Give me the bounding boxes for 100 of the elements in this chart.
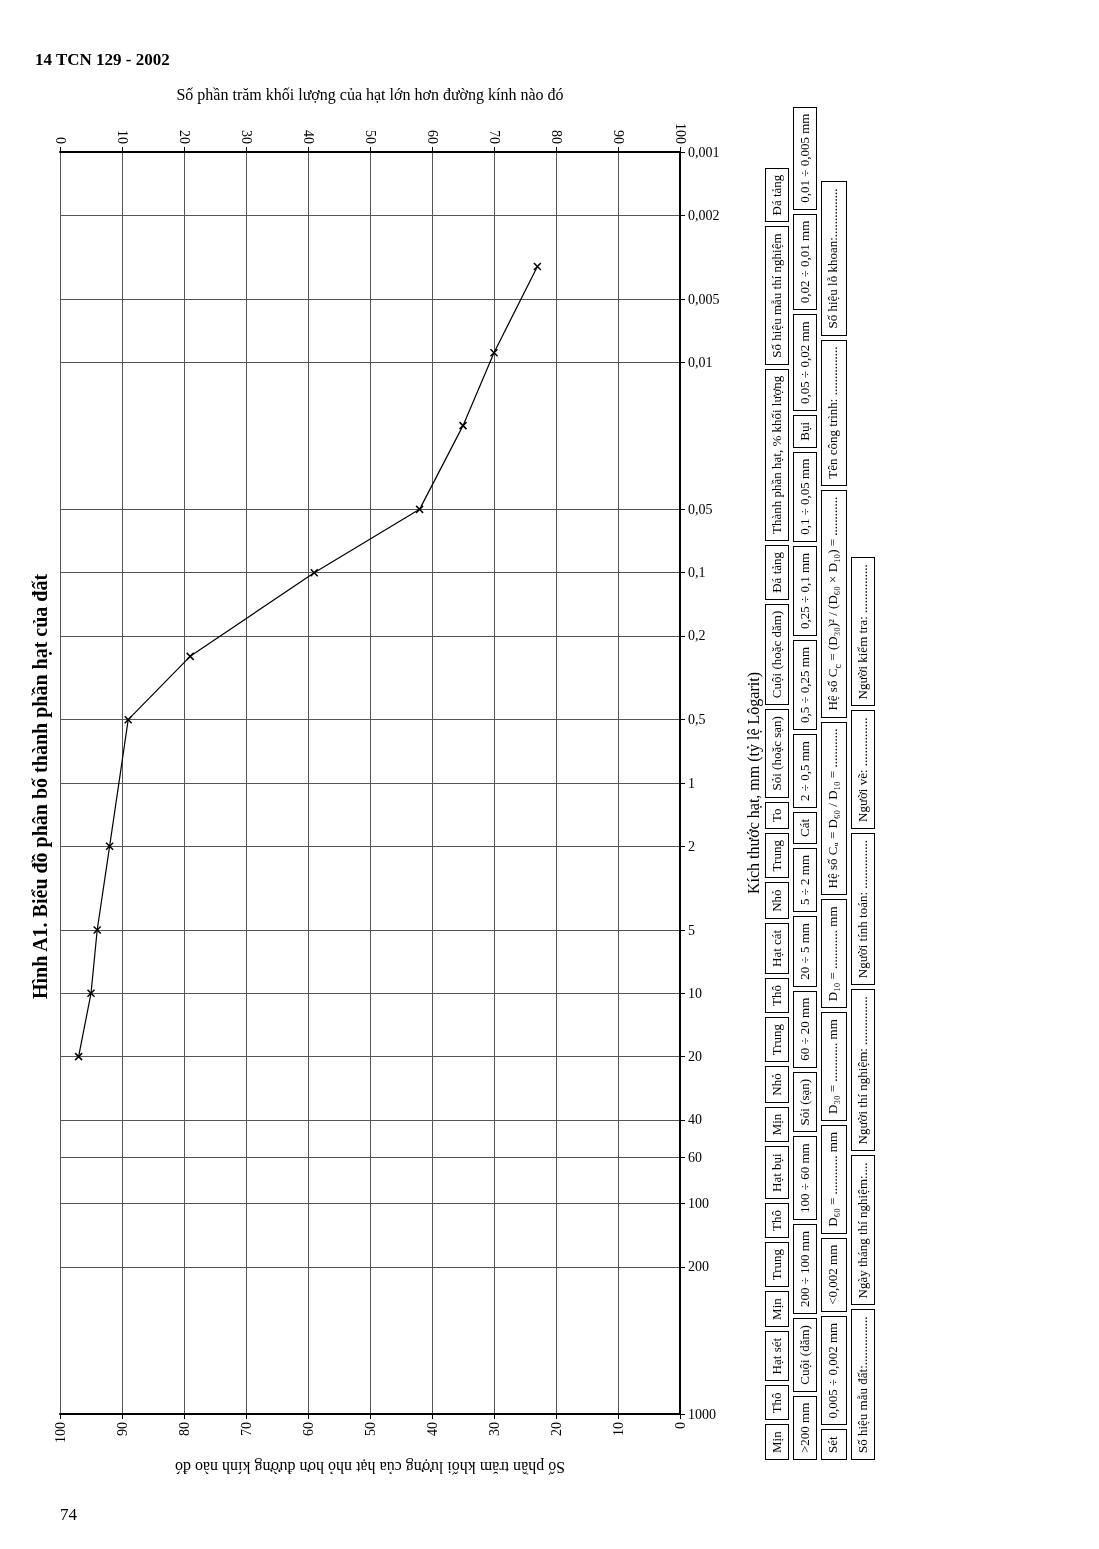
text: Số hiệu mẫu thí nghiệm: [765, 226, 789, 365]
point: [86, 989, 96, 998]
y-tick-label: 0,1: [688, 565, 706, 581]
text: Số hiệu lỗ khoan:...............: [821, 181, 847, 336]
text: Người kiểm tra: ...............: [850, 557, 875, 707]
x-tick-label: 50: [362, 1422, 378, 1436]
text: 14 TCN 129 - 2002: [35, 50, 170, 70]
text: 0,02 ÷ 0,01 mm: [793, 213, 817, 311]
text: <0,002 mm: [821, 1237, 847, 1312]
point: [533, 262, 542, 271]
x2-tick-label: 50: [362, 130, 378, 144]
y-tick-label: 0,05: [688, 501, 713, 517]
point: [92, 925, 102, 935]
y-tick-label: 0,005: [688, 291, 720, 307]
text: >200 mm: [793, 1395, 817, 1460]
y-tick-label: 2: [688, 838, 695, 854]
x2-tick-label: 80: [548, 130, 564, 144]
text: 60 ÷ 20 mm: [793, 990, 817, 1068]
y-tick-label: 100: [688, 1196, 709, 1212]
y-tick-label: 40: [688, 1112, 702, 1128]
point: [458, 421, 468, 430]
text: 0,05 ÷ 0,02 mm: [793, 314, 817, 411]
x-tick-label: 60: [300, 1422, 316, 1436]
point: [415, 505, 424, 514]
text: To: [765, 801, 789, 830]
text: D₆₀ = ............ mm: [821, 1124, 847, 1234]
text: D₁₀ = ............ mm: [821, 899, 847, 1009]
x-tick-label: 70: [238, 1422, 254, 1436]
y-tick-label: 200: [688, 1259, 709, 1275]
x2-tick-label: 90: [610, 130, 626, 144]
text: Bụi: [793, 414, 817, 448]
y-tick-label: 0,2: [688, 628, 706, 644]
x2-tick-label: 30: [238, 130, 254, 144]
y-tick-label: 1000: [688, 1406, 716, 1422]
y-tick-label: 1: [688, 775, 695, 791]
point: [74, 1052, 83, 1061]
text: Cuội (dăm): [793, 1318, 817, 1392]
x2-tick-label: 60: [424, 130, 440, 144]
x2-axis-title: Số phần trăm khối lượng của hạt lớn hơn đường kính nào đó: [176, 85, 564, 104]
y-tick-label: 0,01: [688, 354, 713, 370]
x-tick-label: 100: [52, 1422, 68, 1443]
text: Thô: [765, 1385, 789, 1421]
text: Mịn: [765, 1424, 789, 1460]
text: Hạt bụi: [765, 1146, 789, 1199]
text: 20 ÷ 5 mm: [793, 916, 817, 987]
x-tick-label: 90: [114, 1422, 130, 1436]
point: [489, 348, 499, 357]
text: 0,01 ÷ 0,005 mm: [793, 106, 817, 210]
text: Sỏi (sạn): [793, 1071, 817, 1133]
text: 0,25 ÷ 0,1 mm: [793, 545, 817, 636]
text: Hạt cát: [765, 922, 789, 974]
point: [105, 842, 114, 851]
point: [123, 715, 133, 724]
text: Hệ số Cᵤ = D₆₀ / D₁₀ = ............: [821, 721, 847, 896]
text: D₃₀ = ............ mm: [821, 1012, 847, 1121]
text: Thành phần hạt, % khối lượng: [765, 368, 789, 541]
text: Trung: [765, 1241, 789, 1288]
text: Cát: [793, 811, 817, 844]
text: Sỏi (hoặc sạn): [765, 709, 789, 798]
text: 0,005 ÷ 0,002 mm: [821, 1315, 847, 1426]
x-tick-label: 40: [424, 1422, 440, 1436]
text: Hình A1. Biểu đồ phân bố thành phần hạt của đất: [28, 572, 52, 1002]
text: Mịn: [765, 1106, 789, 1143]
y-tick-label: 20: [688, 1049, 702, 1065]
x-tick-label: 10: [610, 1422, 626, 1436]
text: Thô: [765, 1202, 789, 1238]
text: 5 ÷ 2 mm: [793, 847, 817, 913]
x2-tick-label: 10: [114, 130, 130, 144]
text: Nhỏ: [765, 1066, 789, 1103]
y-tick-label: 0,5: [688, 712, 706, 728]
text: 0,1 ÷ 0,05 mm: [793, 451, 817, 542]
text: Số hiệu mẫu đất:...............: [850, 1309, 875, 1460]
text: 74: [60, 1505, 77, 1525]
x2-tick-label: 40: [300, 130, 316, 144]
x-tick-label: 0: [672, 1422, 688, 1429]
x-tick-label: 20: [548, 1422, 564, 1436]
y-axis-title: Kích thước hạt, mm (tỷ lệ Lôgarit): [744, 672, 763, 894]
text: Hạt sét: [765, 1330, 789, 1382]
text: Người tính toán: ...............: [850, 832, 875, 986]
text: Ngày tháng thí nghiệm:....: [850, 1155, 875, 1306]
x2-tick-label: 70: [486, 130, 502, 144]
point: [185, 652, 195, 661]
y-tick-label: 60: [688, 1149, 702, 1165]
point: [309, 568, 319, 577]
text: Đá tảng: [765, 167, 789, 223]
y-tick-label: 10: [688, 985, 702, 1001]
y-tick-label: 0,002: [688, 207, 720, 223]
text: 0,5 ÷ 0,25 mm: [793, 639, 817, 731]
text: Cuội (hoặc dăm): [765, 603, 789, 706]
text: Mịn: [765, 1291, 789, 1327]
text: Nhỏ: [765, 882, 789, 919]
text: Người thí nghiệm: ...............: [850, 989, 875, 1152]
text: Trung: [765, 1016, 789, 1063]
text: Sét: [821, 1429, 847, 1460]
x-tick-label: 80: [176, 1422, 192, 1436]
x2-tick-label: 0: [52, 137, 68, 144]
text: 2 ÷ 0,5 mm: [793, 734, 817, 808]
text: Người vẽ: ...............: [850, 710, 875, 829]
text: Tên công trình: ...............: [821, 339, 847, 486]
text: Thô: [765, 977, 789, 1013]
